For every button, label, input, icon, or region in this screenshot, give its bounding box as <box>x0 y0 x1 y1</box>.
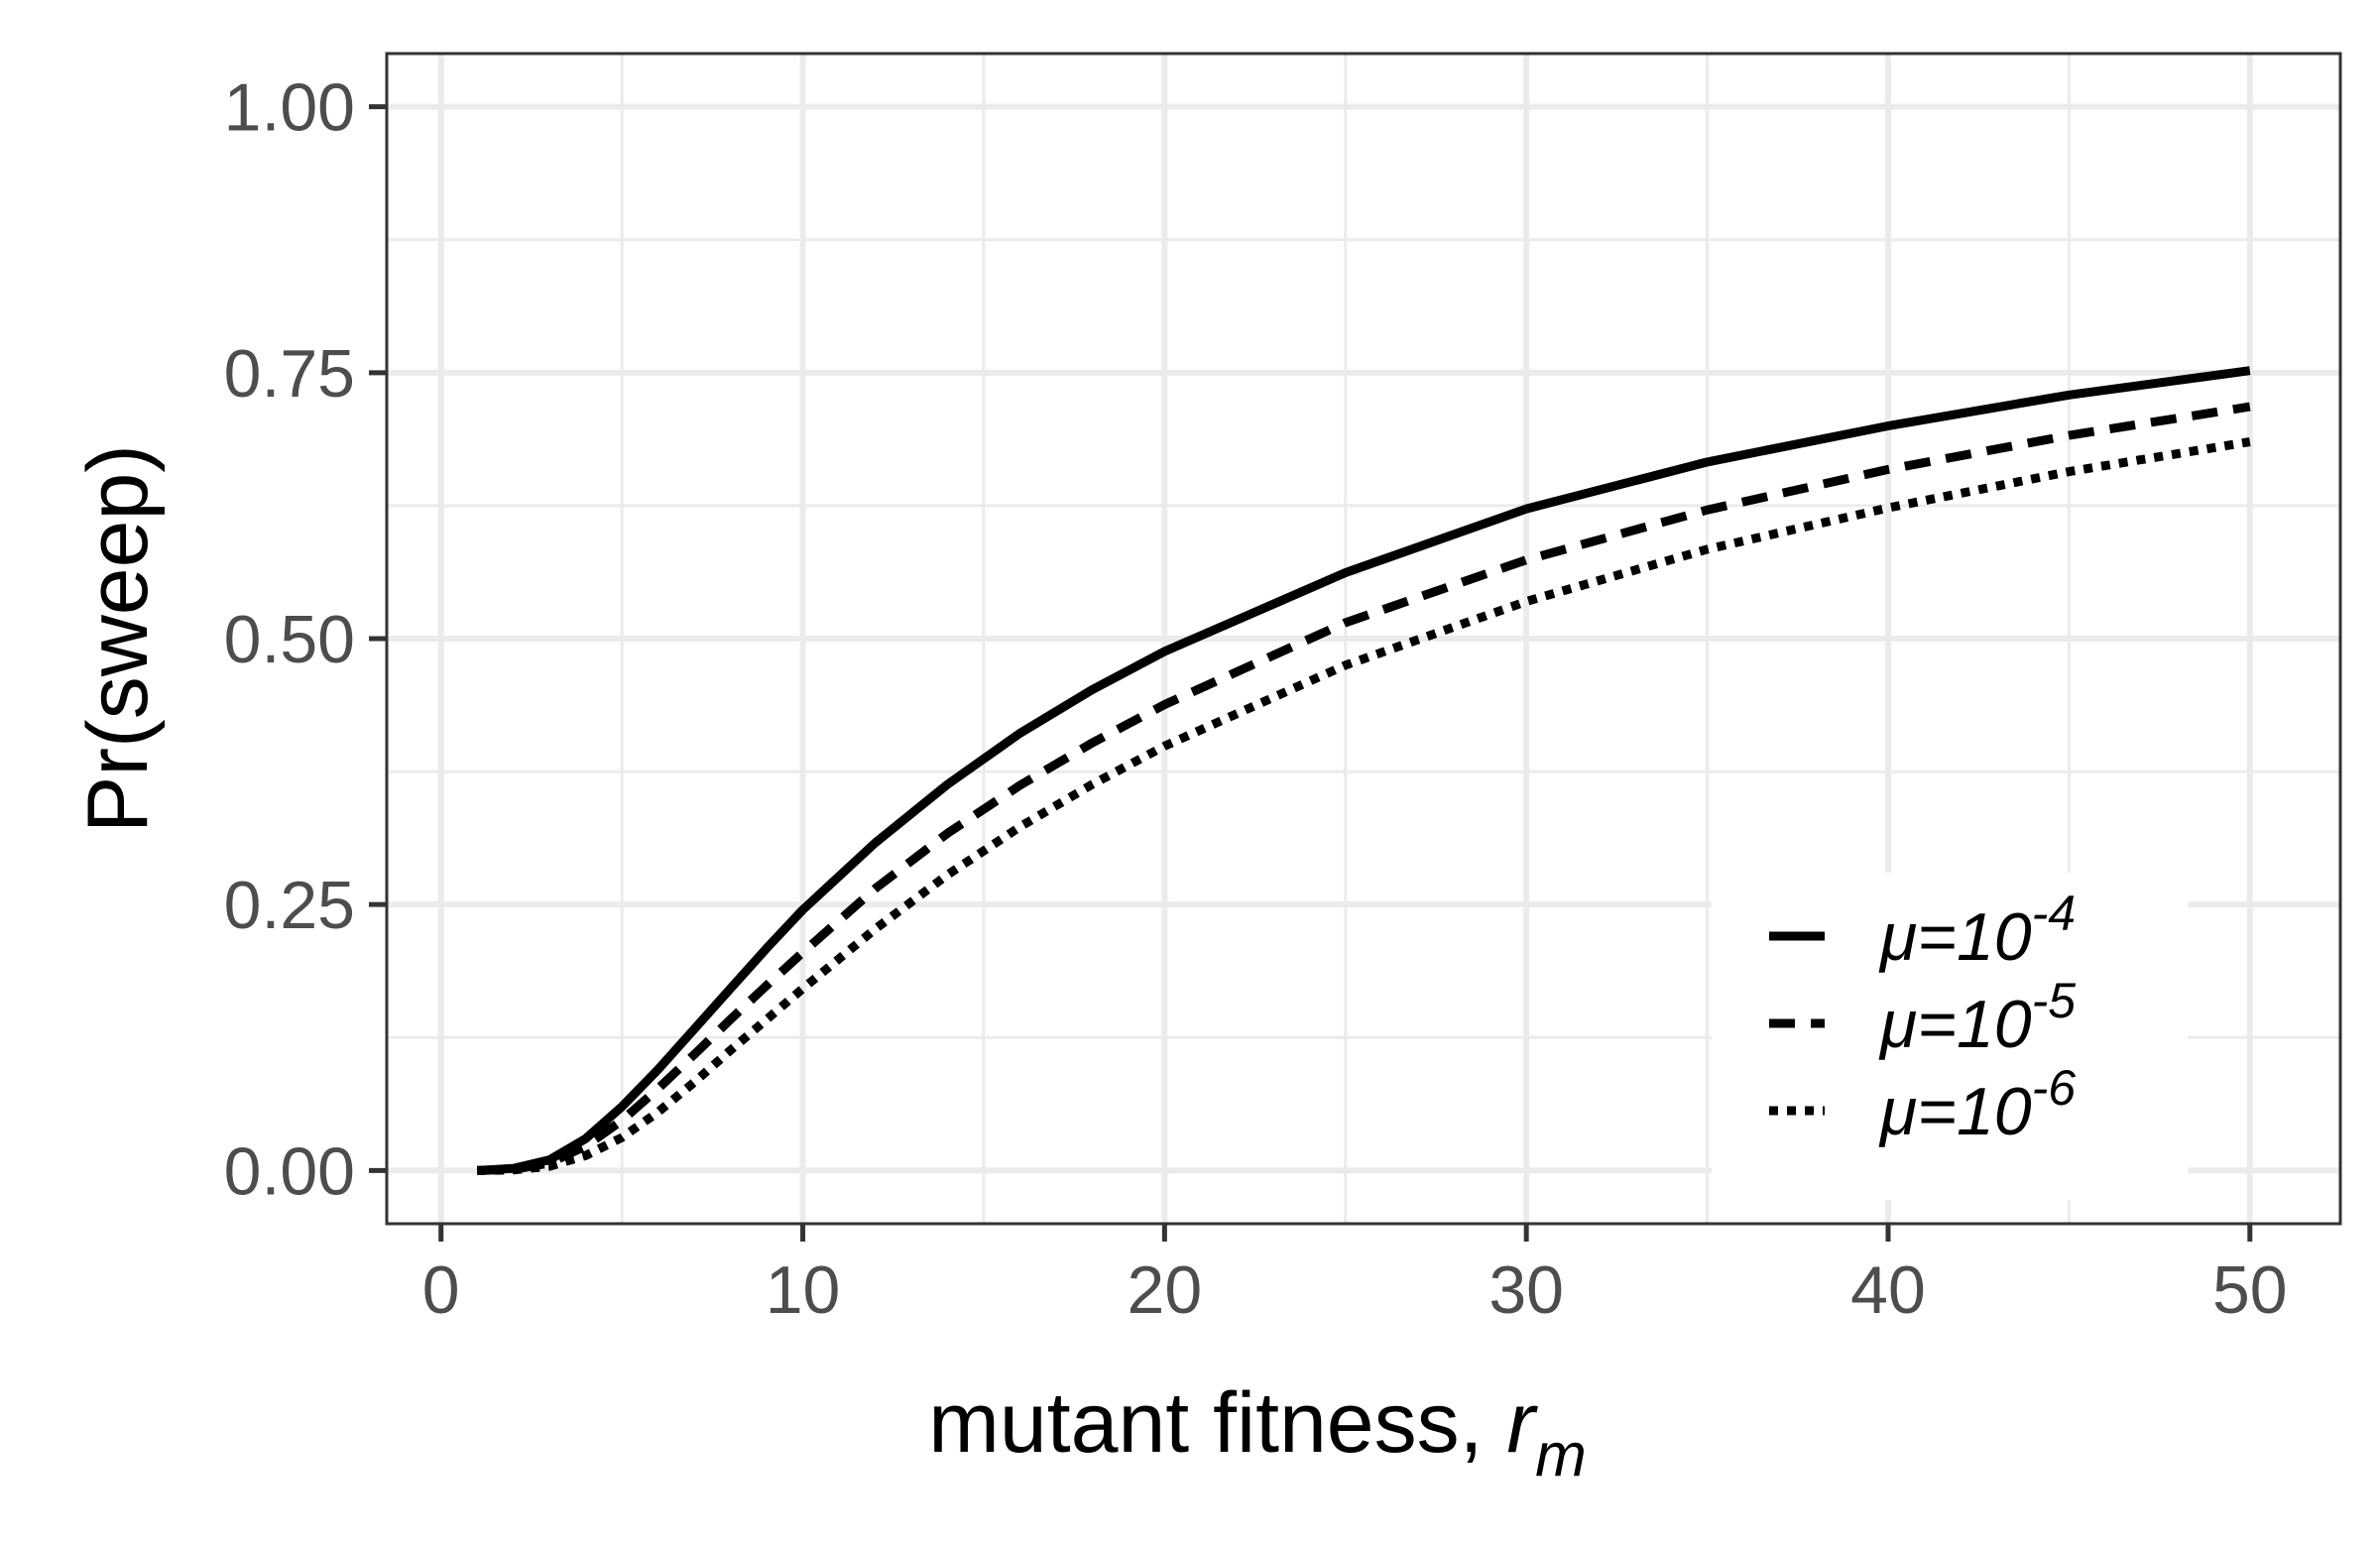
legend-box <box>1712 873 2188 1200</box>
y-tick-label: 0.00 <box>224 1133 355 1209</box>
x-tick-label: 50 <box>2212 1252 2288 1328</box>
x-tick-label: 10 <box>766 1252 841 1328</box>
x-axis-title: mutant fitness, rm <box>928 1375 1586 1489</box>
grid-major <box>387 54 2340 1224</box>
y-tick-label: 0.25 <box>224 868 355 943</box>
x-axis: 0 10 20 30 40 50 <box>422 1224 2288 1328</box>
series-lines <box>476 366 2251 1175</box>
y-tick-label: 1.00 <box>224 70 355 146</box>
y-tick-label: 0.75 <box>224 336 355 412</box>
y-axis: 0.00 0.25 0.50 0.75 1.00 <box>224 70 387 1209</box>
x-axis-title-subscript: m <box>1535 1421 1587 1489</box>
x-tick-label: 30 <box>1488 1252 1564 1328</box>
x-tick-label: 20 <box>1128 1252 1203 1328</box>
x-axis-title-text: mutant fitness, <box>928 1375 1506 1471</box>
series-line-1 <box>476 366 2251 1175</box>
series-line-2 <box>477 402 2251 1175</box>
legend-label-2: μ=10-5 <box>1878 973 2076 1062</box>
x-tick-label: 40 <box>1850 1252 1926 1328</box>
y-axis-title: Pr(sweep) <box>70 444 166 833</box>
legend: μ=10-4μ=10-5μ=10-6 <box>1712 873 2188 1200</box>
legend-label-3: μ=10-6 <box>1878 1060 2076 1149</box>
x-axis-title-variable: r <box>1506 1375 1538 1471</box>
legend-label-1: μ=10-4 <box>1878 886 2076 975</box>
y-tick-label: 0.50 <box>224 602 355 677</box>
x-tick-label: 0 <box>422 1252 460 1328</box>
